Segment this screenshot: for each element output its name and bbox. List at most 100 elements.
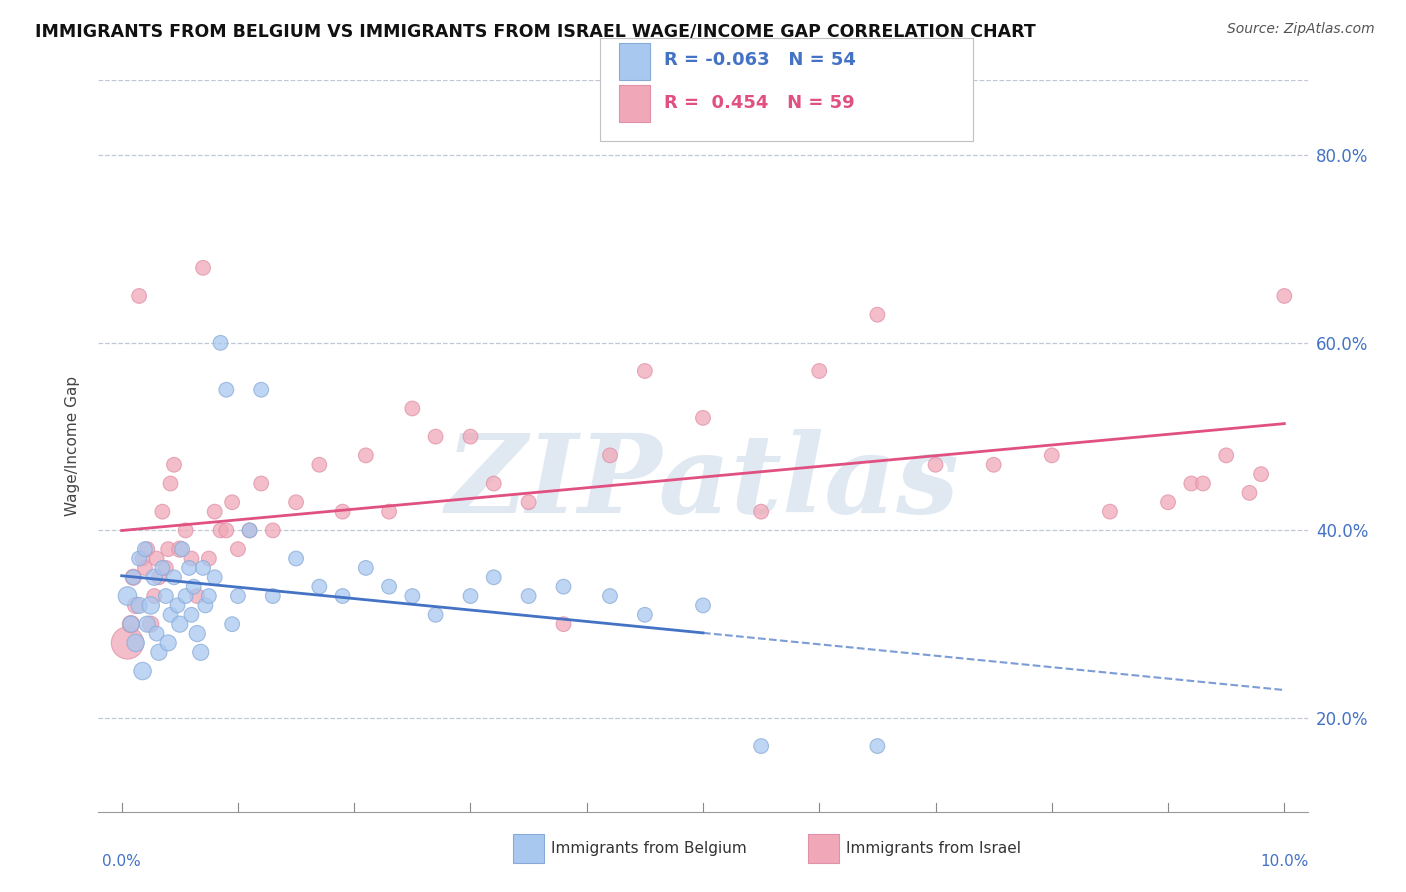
Point: [128, 599, 150, 613]
Text: R = -0.063   N = 54: R = -0.063 N = 54: [664, 51, 855, 69]
Point: [226, 542, 249, 557]
Point: [285, 551, 308, 566]
Point: [1040, 449, 1063, 463]
Point: [378, 580, 401, 594]
Point: [634, 364, 657, 378]
Point: [749, 739, 772, 753]
Point: [163, 570, 186, 584]
Point: [134, 561, 156, 575]
Point: [250, 383, 273, 397]
Point: [1239, 486, 1261, 500]
Point: [599, 589, 621, 603]
Point: [148, 645, 170, 659]
Point: [239, 524, 262, 538]
Point: [143, 570, 166, 584]
Point: [332, 505, 354, 519]
Point: [866, 308, 889, 322]
Point: [190, 645, 212, 659]
Point: [204, 570, 226, 584]
Point: [179, 561, 201, 575]
Point: [145, 551, 167, 566]
Point: [128, 551, 150, 566]
Point: [1157, 495, 1180, 509]
Point: [1250, 467, 1272, 482]
Point: [166, 599, 188, 613]
Text: Immigrants from Belgium: Immigrants from Belgium: [551, 841, 747, 856]
Text: IMMIGRANTS FROM BELGIUM VS IMMIGRANTS FROM ISRAEL WAGE/INCOME GAP CORRELATION CH: IMMIGRANTS FROM BELGIUM VS IMMIGRANTS FR…: [35, 22, 1036, 40]
Text: Immigrants from Israel: Immigrants from Israel: [846, 841, 1021, 856]
Point: [163, 458, 186, 472]
Point: [180, 551, 202, 566]
Point: [145, 626, 167, 640]
Point: [1272, 289, 1295, 303]
Point: [157, 636, 180, 650]
Point: [150, 505, 173, 519]
Point: [401, 589, 423, 603]
Point: [692, 599, 714, 613]
Point: [1180, 476, 1202, 491]
Point: [148, 570, 170, 584]
Point: [134, 542, 156, 557]
Point: [155, 589, 177, 603]
Point: [209, 335, 232, 350]
Point: [191, 260, 214, 275]
Point: [194, 599, 217, 613]
Point: [517, 589, 540, 603]
Point: [131, 664, 153, 678]
Point: [692, 410, 714, 425]
Y-axis label: Wage/Income Gap: Wage/Income Gap: [65, 376, 80, 516]
Point: [143, 589, 166, 603]
Point: [215, 383, 238, 397]
Text: R =  0.454   N = 59: R = 0.454 N = 59: [664, 94, 855, 112]
Point: [401, 401, 423, 416]
Point: [239, 524, 262, 538]
Text: 10.0%: 10.0%: [1260, 854, 1309, 869]
Point: [1215, 449, 1237, 463]
Point: [599, 449, 621, 463]
Point: [180, 607, 202, 622]
Point: [482, 570, 505, 584]
Point: [262, 524, 284, 538]
Point: [308, 458, 330, 472]
Point: [517, 495, 540, 509]
Point: [157, 542, 180, 557]
Point: [174, 524, 197, 538]
Point: [155, 561, 177, 575]
Point: [1098, 505, 1121, 519]
Point: [204, 505, 226, 519]
Point: [159, 607, 181, 622]
Text: 0.0%: 0.0%: [103, 854, 141, 869]
Point: [983, 458, 1005, 472]
Point: [136, 617, 159, 632]
Point: [122, 570, 145, 584]
Point: [120, 617, 142, 632]
Point: [191, 561, 214, 575]
Point: [128, 289, 150, 303]
Point: [250, 476, 273, 491]
Point: [198, 589, 221, 603]
Point: [209, 524, 232, 538]
Point: [139, 617, 162, 632]
Point: [866, 739, 889, 753]
Point: [198, 551, 221, 566]
Point: [1192, 476, 1215, 491]
Point: [117, 589, 139, 603]
Point: [308, 580, 330, 594]
Point: [332, 589, 354, 603]
Point: [553, 617, 575, 632]
Point: [124, 599, 146, 613]
Point: [749, 505, 772, 519]
Point: [354, 561, 377, 575]
Point: [285, 495, 308, 509]
Point: [174, 589, 197, 603]
Point: [553, 580, 575, 594]
Point: [215, 524, 238, 538]
Point: [354, 449, 377, 463]
Point: [425, 429, 447, 443]
Point: [136, 542, 159, 557]
Point: [425, 607, 447, 622]
Point: [122, 570, 145, 584]
Point: [460, 429, 482, 443]
Point: [924, 458, 946, 472]
Point: [183, 580, 205, 594]
